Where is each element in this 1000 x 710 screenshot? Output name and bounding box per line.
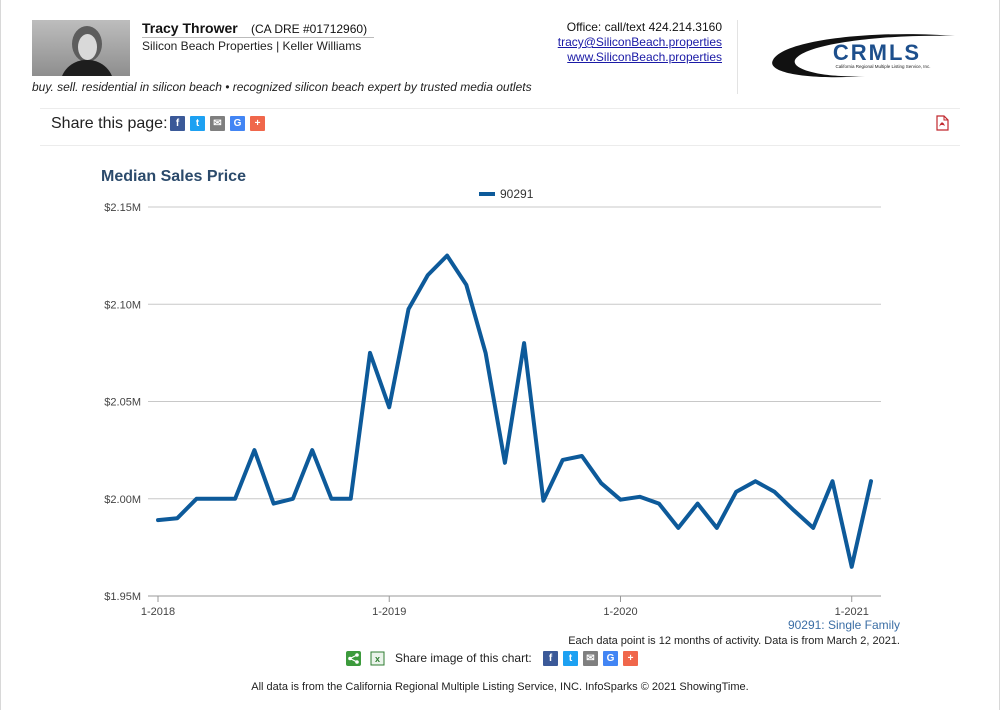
share-chart-icon[interactable]	[346, 651, 361, 666]
series-line-90291	[156, 253, 873, 569]
chart-share-more-icon[interactable]: +	[623, 651, 638, 666]
agent-divider	[142, 37, 374, 38]
chart-share-twitter-icon[interactable]: t	[563, 651, 578, 666]
contact-block: Office: call/text 424.214.3160 tracy@Sil…	[558, 20, 722, 65]
chart-share-facebook-icon[interactable]: f	[543, 651, 558, 666]
website-link[interactable]: www.SiliconBeach.properties	[567, 50, 722, 64]
chart-share-email-icon[interactable]: ✉	[583, 651, 598, 666]
page-share-facebook-icon[interactable]: f	[170, 116, 185, 131]
share-chart-label: Share image of this chart:	[395, 651, 532, 665]
y-tick-label: $2.00M	[104, 494, 141, 506]
agent-company: Silicon Beach Properties | Keller Willia…	[142, 39, 362, 53]
agent-photo	[32, 20, 130, 76]
pdf-icon[interactable]	[934, 115, 950, 131]
page-share-twitter-icon[interactable]: t	[190, 116, 205, 131]
series-note: 90291: Single Family	[788, 618, 900, 632]
svg-text:x: x	[375, 654, 380, 664]
footer-credit: All data is from the California Regional…	[251, 681, 749, 693]
chart-share-google-icon[interactable]: G	[603, 651, 618, 666]
axis-layer: $1.95M $2.00M $2.05M $2.10M $2.15M 1-2018 1-20…	[104, 202, 869, 618]
header-rule	[40, 108, 960, 109]
logo-subtext: California Regional Multiple Listing Ser…	[835, 64, 930, 69]
chart-footnote: Each data point is 12 months of activity…	[568, 635, 900, 647]
y-tick-label: $1.95M	[104, 591, 141, 603]
x-tick-label: 1-2018	[141, 606, 175, 618]
excel-export-icon[interactable]: x	[370, 651, 385, 666]
y-tick-label: $2.05M	[104, 397, 141, 409]
agent-license: (CA DRE #01712960)	[251, 22, 368, 36]
page-share-more-icon[interactable]: +	[250, 116, 265, 131]
page-share-google-icon[interactable]: G	[230, 116, 245, 131]
chart-svg: Median Sales Price $1.95M $2.00M $2.05M $2.…	[101, 168, 900, 647]
legend: 90291	[479, 187, 534, 201]
header-divider	[737, 20, 738, 94]
x-tick-label: 1-2019	[372, 606, 406, 618]
page-share-email-icon[interactable]: ✉	[210, 116, 225, 131]
office-phone: Office: call/text 424.214.3160	[566, 20, 722, 34]
series-layer	[156, 253, 873, 569]
logo-text: CRMLS	[833, 40, 921, 65]
agent-name: Tracy Thrower	[142, 20, 238, 36]
median-sales-price-chart: Median Sales Price $1.95M $2.00M $2.05M $2.…	[0, 150, 1000, 670]
x-tick-label: 1-2020	[603, 606, 637, 618]
email-link[interactable]: tracy@SiliconBeach.properties	[557, 35, 722, 49]
crmls-logo: CRMLS California Regional Multiple Listi…	[772, 34, 955, 78]
share-page-label: Share this page:	[51, 115, 168, 132]
share-rule	[40, 145, 960, 146]
agent-tagline: buy. sell. residential in silicon beach …	[32, 80, 532, 94]
chart-title: Median Sales Price	[101, 168, 246, 185]
legend-label: 90291	[500, 187, 534, 201]
y-tick-label: $2.10M	[104, 299, 141, 311]
y-tick-label: $2.15M	[104, 202, 141, 214]
x-tick-label: 1-2021	[835, 606, 869, 618]
